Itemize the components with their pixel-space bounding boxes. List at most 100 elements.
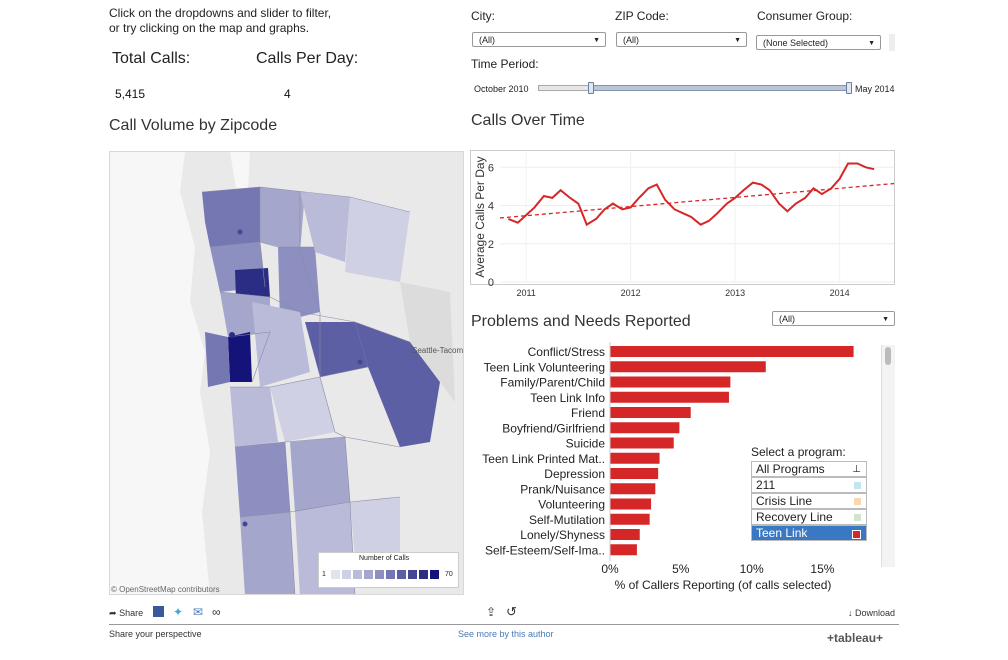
bar-category-label[interactable]: Friend [571, 406, 605, 420]
legend-swatch[interactable] [429, 569, 440, 580]
see-more-link[interactable]: See more by this author [458, 629, 554, 639]
problems-filter-dropdown[interactable]: (All) ▼ [772, 311, 895, 326]
facebook-icon[interactable] [153, 606, 164, 617]
share-perspective-link[interactable]: Share your perspective [109, 629, 202, 639]
tableau-logo[interactable]: +tableau+ [827, 631, 884, 645]
calls-over-time-chart[interactable]: 0 2 4 6 2011 2012 2013 2014 Average Calls Per Da… [470, 145, 900, 300]
city-dropdown[interactable]: (All) ▼ [472, 32, 606, 47]
bar[interactable] [610, 452, 660, 464]
zip-dropdown-value: (All) [623, 35, 639, 45]
program-item[interactable]: Teen Link [751, 525, 867, 541]
map-region[interactable] [252, 302, 310, 387]
map-region[interactable] [345, 197, 410, 282]
share-control[interactable]: ➦ Share [109, 608, 143, 619]
map-region[interactable] [235, 442, 290, 517]
legend-swatch[interactable] [407, 569, 418, 580]
map-svg[interactable]: Seattle-Tacoma [110, 152, 464, 595]
bar[interactable] [610, 513, 650, 525]
bar[interactable] [610, 468, 659, 479]
bar-category-label[interactable]: Depression [544, 467, 605, 481]
program-item[interactable]: 211 [751, 477, 867, 493]
map-region[interactable] [205, 332, 230, 387]
program-item[interactable]: Recovery Line [751, 509, 867, 525]
map-region[interactable] [350, 497, 400, 557]
revert-icon[interactable]: ↺ [506, 604, 517, 619]
legend-swatch[interactable] [341, 569, 352, 580]
bar-category-label[interactable]: Self-Mutilation [529, 513, 605, 527]
bar[interactable] [610, 483, 656, 495]
map-region[interactable] [278, 247, 320, 322]
bar-category-label[interactable]: Teen Link Info [530, 391, 605, 405]
bar-category-label[interactable]: Self-Esteem/Self-Ima.. [485, 543, 605, 557]
legend-swatch[interactable] [363, 569, 374, 580]
map-region[interactable] [305, 322, 368, 377]
bar-category-label[interactable]: Teen Link Printed Mat.. [482, 452, 605, 466]
map-region[interactable] [270, 377, 335, 442]
bar-category-label[interactable]: Prank/Nuisance [520, 482, 605, 496]
bar[interactable] [610, 422, 680, 434]
bar[interactable] [610, 498, 652, 510]
legend-swatch[interactable] [396, 569, 407, 580]
chevron-down-icon: ▼ [593, 37, 600, 44]
problems-scrollbar[interactable] [881, 345, 895, 567]
bar-category-label[interactable]: Suicide [566, 437, 606, 451]
bar-category-label[interactable]: Conflict/Stress [528, 345, 605, 359]
bar[interactable] [610, 407, 691, 418]
bar[interactable] [610, 437, 674, 449]
map-region[interactable] [202, 187, 260, 247]
bar-category-label[interactable]: Lonely/Shyness [520, 528, 605, 542]
bar[interactable] [610, 529, 640, 540]
scrollbar-thumb[interactable] [885, 347, 891, 365]
bar-category-label[interactable]: Teen Link Volunteering [484, 360, 605, 374]
bar-category-label[interactable]: Volunteering [538, 498, 605, 512]
calls-per-day-label: Calls Per Day: [256, 50, 359, 67]
total-calls-label: Total Calls: [112, 50, 191, 67]
legend-swatch[interactable] [385, 569, 396, 580]
zipcode-map[interactable]: Seattle-Tacoma [109, 151, 464, 595]
bar[interactable] [610, 391, 729, 403]
city-marker[interactable] [357, 359, 363, 365]
chevron-down-icon: ▼ [734, 37, 741, 44]
bar-category-label[interactable]: Boyfriend/Girlfriend [502, 421, 605, 435]
calls-per-day-value: 4 [284, 87, 291, 101]
bar[interactable] [610, 346, 854, 357]
city-marker[interactable] [242, 521, 248, 527]
map-region[interactable] [400, 282, 455, 402]
map-region[interactable] [228, 332, 252, 382]
map-region[interactable] [235, 268, 270, 300]
program-item[interactable]: All Programs ⊥ [751, 461, 867, 477]
city-marker[interactable] [229, 332, 235, 338]
map-region[interactable] [290, 437, 350, 512]
time-slider-end-handle[interactable] [846, 82, 852, 94]
legend-swatch[interactable] [418, 569, 429, 580]
map-region[interactable] [300, 192, 350, 262]
map-region[interactable] [260, 187, 305, 252]
time-slider-start-handle[interactable] [588, 82, 594, 94]
map-region[interactable] [230, 387, 278, 447]
program-item[interactable]: Crisis Line [751, 493, 867, 509]
download-control[interactable]: ↓ Download [848, 608, 895, 618]
city-marker[interactable] [237, 229, 243, 235]
scrollbar[interactable] [889, 34, 895, 51]
bar-category-label[interactable]: Family/Parent/Child [500, 376, 605, 390]
legend-swatch[interactable] [374, 569, 385, 580]
map-region[interactable] [355, 322, 440, 447]
zip-dropdown[interactable]: (All) ▼ [616, 32, 747, 47]
consumer-group-dropdown[interactable]: (None Selected) ▼ [756, 35, 881, 50]
map-region[interactable] [240, 512, 295, 595]
email-icon[interactable]: ✉ [193, 605, 204, 619]
bar[interactable] [610, 361, 766, 373]
legend-swatch[interactable] [330, 569, 341, 580]
legend-swatch[interactable] [352, 569, 363, 580]
twitter-icon[interactable]: ✦ [173, 605, 184, 619]
trend-line[interactable] [499, 182, 895, 219]
map-title: Call Volume by Zipcode [109, 117, 278, 134]
calls-series-line[interactable] [507, 162, 875, 227]
download-tray-icon[interactable]: ⇪ [486, 605, 497, 619]
link-icon[interactable]: ∞ [212, 605, 221, 619]
city-label: City: [471, 9, 495, 23]
bar[interactable] [610, 376, 731, 388]
bar[interactable] [610, 544, 637, 556]
x-axis-label: % of Callers Reporting (of calls selecte… [615, 578, 832, 592]
